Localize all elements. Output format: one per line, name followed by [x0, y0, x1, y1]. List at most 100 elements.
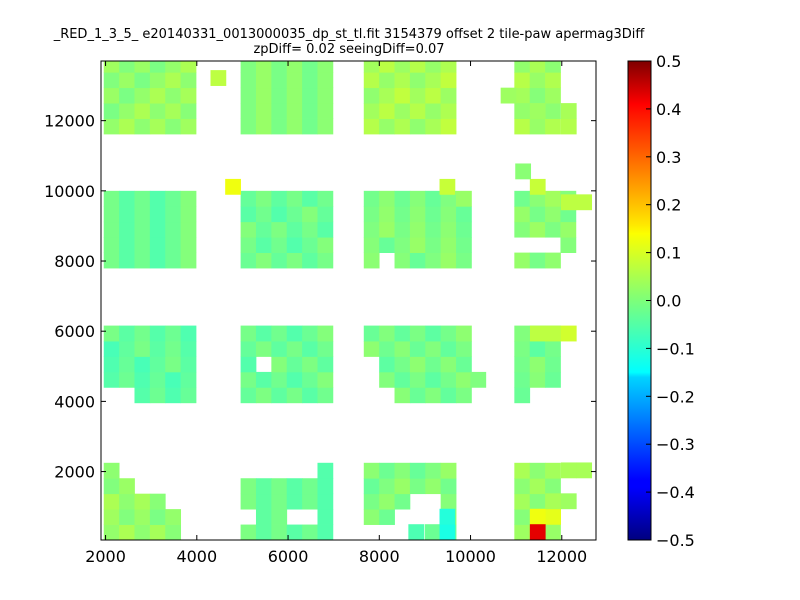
heatmap-cell [255, 103, 272, 119]
heatmap-cell [456, 341, 472, 357]
heatmap-cell [363, 341, 380, 357]
heatmap-cell [302, 493, 318, 510]
heatmap-cell [255, 87, 272, 104]
heatmap-cell [134, 72, 151, 89]
heatmap-cell [286, 478, 303, 495]
y-tick-label: 10000 [44, 182, 95, 201]
heatmap-cell [560, 118, 577, 135]
heatmap-cell [103, 524, 120, 541]
heatmap-cell [409, 103, 426, 119]
heatmap-cell [394, 371, 411, 388]
heatmap-cell [134, 509, 151, 525]
heatmap-cell [286, 252, 303, 269]
heatmap-cell [302, 524, 318, 541]
heatmap-cell [286, 371, 303, 388]
heatmap-cell [149, 356, 166, 373]
heatmap-cell [240, 356, 257, 373]
heatmap-cell [165, 325, 182, 342]
heatmap-cell [439, 508, 456, 525]
heatmap-cell [440, 87, 457, 104]
heatmap-cell [514, 190, 531, 207]
heatmap-cell [425, 252, 442, 269]
heatmap-cell [363, 61, 380, 73]
heatmap-cell [529, 371, 546, 388]
heatmap-cell [255, 72, 272, 89]
heatmap-cell [425, 371, 442, 388]
heatmap-cell [286, 72, 303, 89]
heatmap-cell [515, 163, 532, 180]
heatmap-cell [103, 237, 120, 253]
heatmap-cell [149, 87, 166, 104]
heatmap-cell [514, 221, 531, 238]
heatmap-cell [545, 252, 561, 269]
heatmap-cell [255, 252, 272, 269]
axes: 2000 4000 6000 8000 10000 12000 2000 4000 6000 80… [44, 61, 596, 566]
heatmap-cell [149, 190, 166, 207]
heatmap-cell [255, 493, 272, 510]
heatmap-cell [240, 387, 257, 404]
heatmap-cell [271, 524, 288, 541]
heatmap-cell [165, 387, 182, 404]
heatmap-cell [149, 118, 166, 135]
heatmap-cell [317, 221, 334, 238]
heatmap-cell [425, 87, 442, 104]
heatmap-cell [379, 493, 395, 510]
heatmap-cell [514, 118, 531, 135]
heatmap-cell [363, 237, 380, 253]
heatmap-cell [103, 509, 120, 525]
heatmap-cell [119, 87, 135, 104]
heatmap-cell [271, 325, 288, 342]
heatmap-cell [394, 493, 411, 510]
heatmap-cell [165, 72, 182, 89]
heatmap-cell [149, 341, 166, 357]
heatmap-cell [440, 118, 457, 135]
heatmap-cell [560, 462, 577, 479]
heatmap-cell [379, 103, 395, 119]
heatmap-cell [240, 493, 257, 510]
heatmap-cell [456, 356, 472, 373]
heatmap-cell [240, 87, 257, 104]
colorbar-tick-label: −0.1 [656, 339, 695, 358]
heatmap-cell [286, 341, 303, 357]
heatmap-cell [180, 221, 197, 238]
heatmap-cell [456, 252, 472, 269]
heatmap-cell [240, 237, 257, 253]
heatmap-cell [440, 325, 457, 342]
heatmap-cell [317, 371, 334, 388]
heatmap-cell [302, 206, 318, 223]
heatmap-cell [165, 190, 182, 207]
heatmap-cell [379, 325, 395, 342]
heatmap-cell [180, 87, 197, 104]
heatmap-cell [379, 478, 395, 495]
heatmap-cell [409, 237, 426, 253]
heatmap-cell [180, 325, 197, 342]
heatmap-cell [255, 118, 272, 135]
heatmap-cell [545, 478, 561, 495]
heatmap-cell [440, 493, 457, 510]
heatmap-cell [240, 221, 257, 238]
heatmap-cell [529, 61, 546, 73]
heatmap-cell [394, 356, 411, 373]
y-tick-label: 4000 [54, 392, 95, 411]
heatmap-cell [440, 478, 457, 495]
heatmap-cell [545, 508, 561, 525]
y-tick-label: 8000 [54, 252, 95, 271]
heatmap-cell [529, 221, 546, 238]
heatmap-cell [240, 341, 257, 357]
heatmap-cell [165, 61, 182, 73]
heatmap-cell [225, 178, 241, 195]
heatmap-cell [456, 190, 472, 207]
heatmap-cell [514, 371, 531, 388]
heatmap-cell [149, 252, 166, 269]
heatmap-cell [409, 72, 426, 89]
heatmap-cell [149, 509, 166, 525]
heatmap-cell [134, 206, 151, 223]
heatmap-cell [317, 237, 334, 253]
chart-subtitle: zpDiff= 0.02 seeingDiff=0.07 [253, 42, 444, 57]
heatmap-cell [529, 118, 546, 135]
heatmap-cell [440, 61, 457, 73]
heatmap-cell [529, 508, 546, 525]
heatmap-cell [514, 72, 531, 89]
heatmap-cell [440, 341, 457, 357]
heatmap-cell [302, 118, 318, 135]
